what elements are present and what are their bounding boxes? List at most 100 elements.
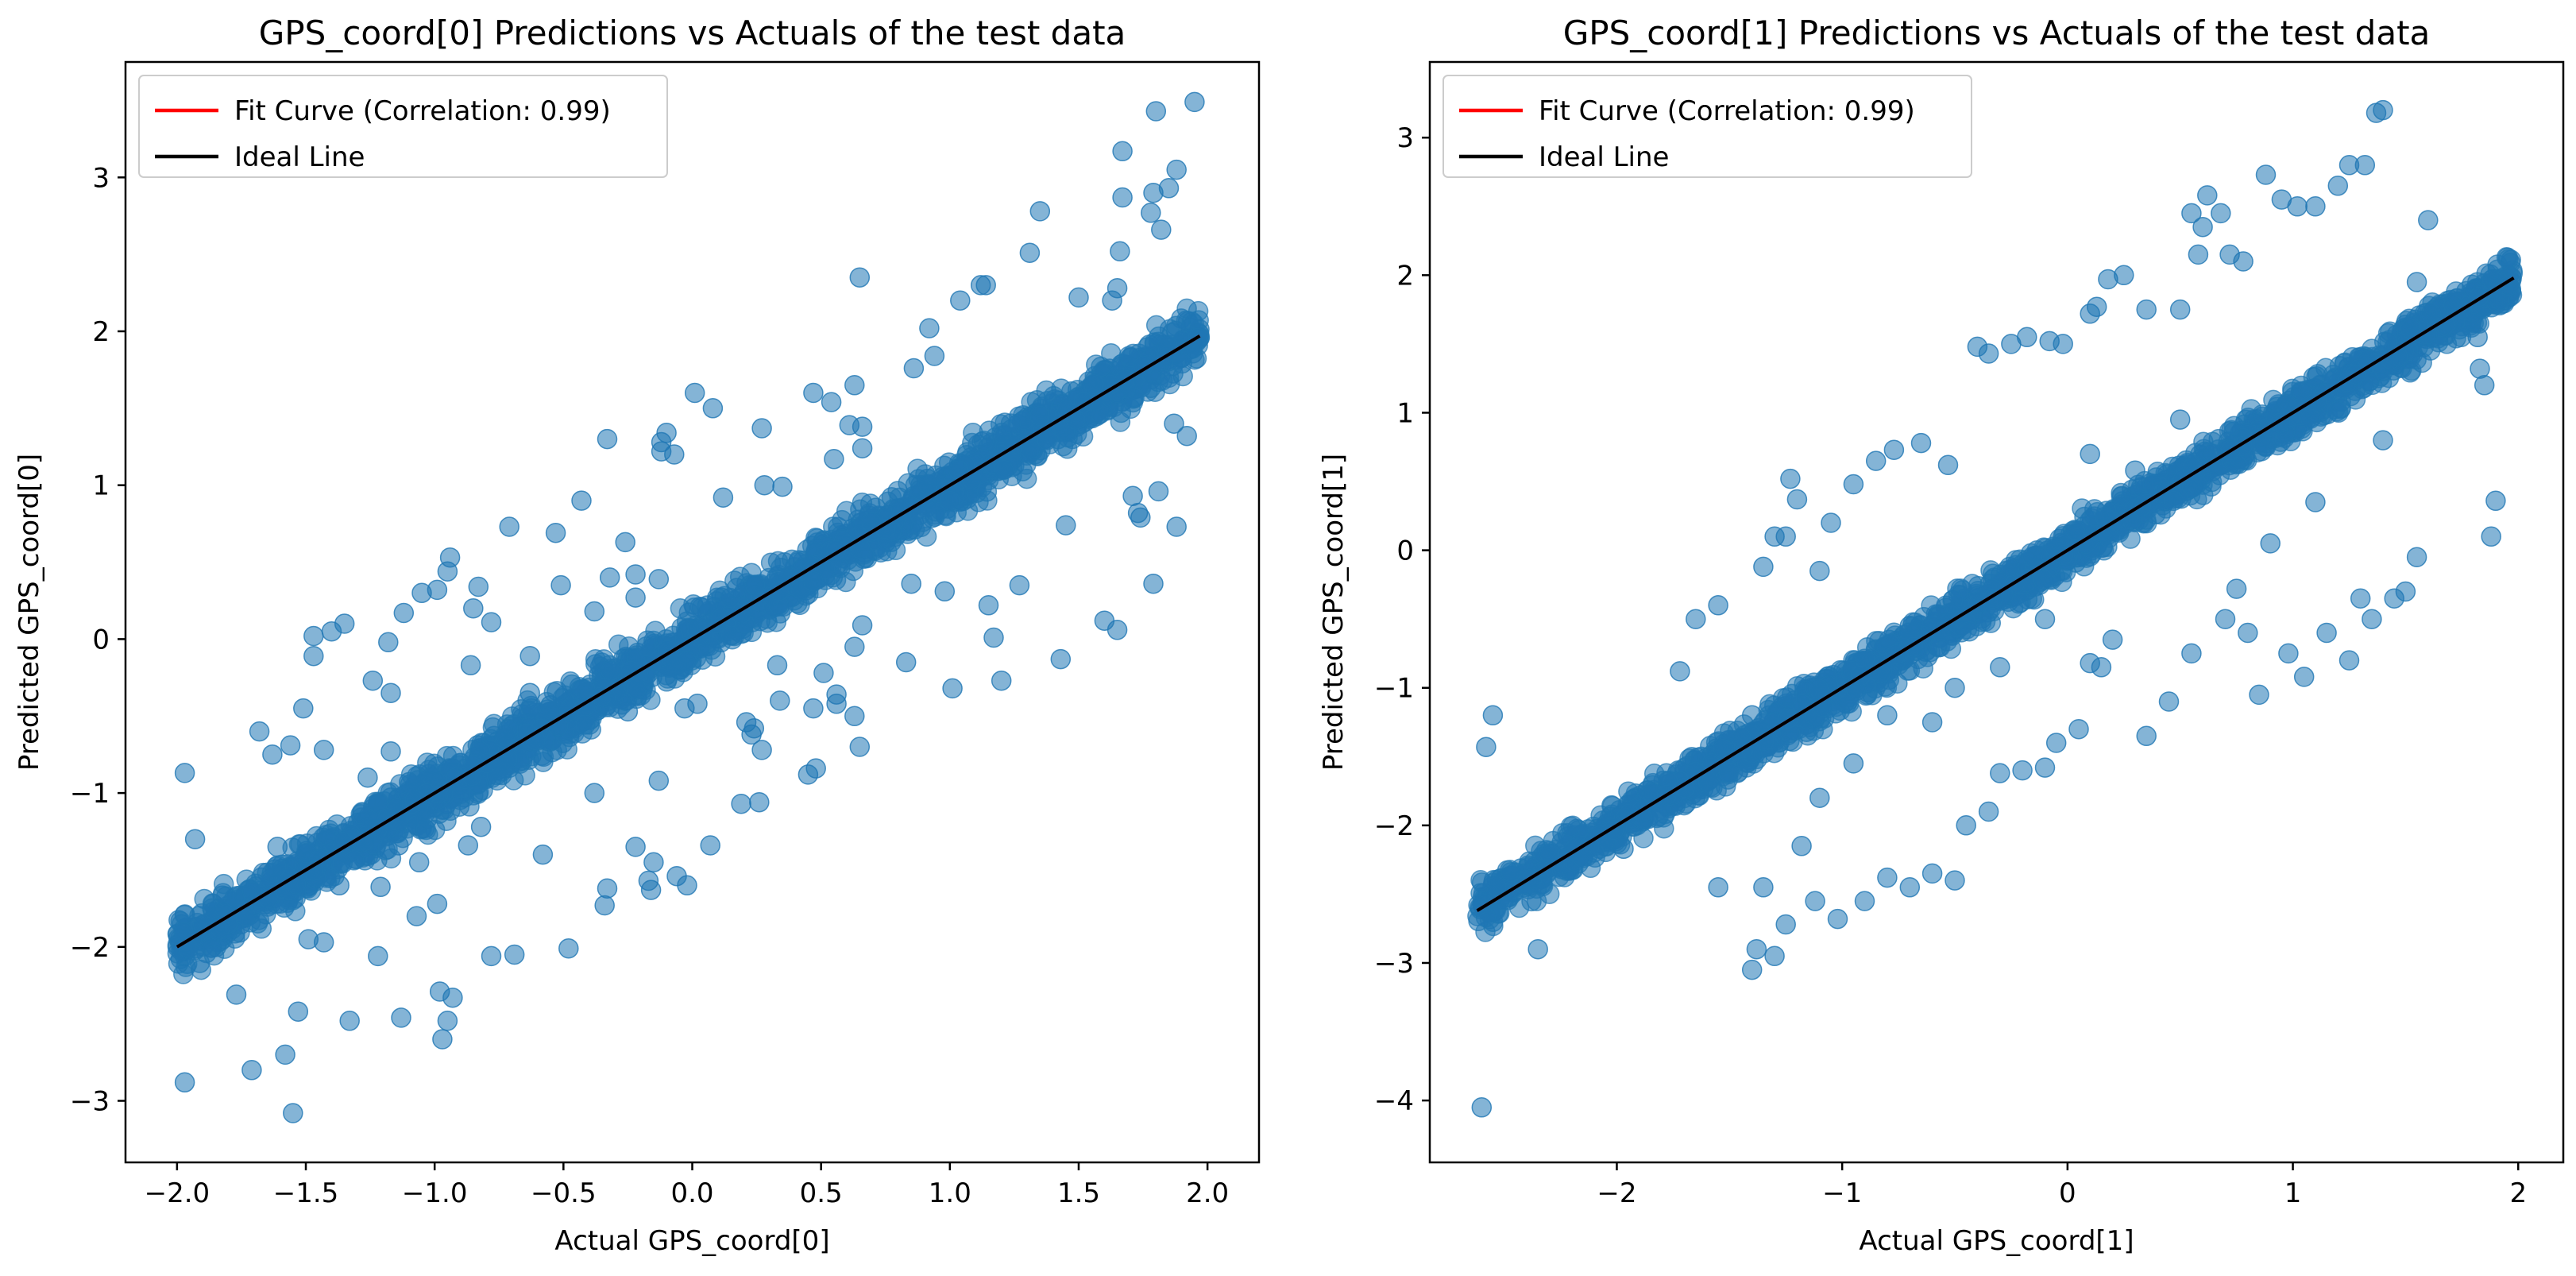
data-point [406,906,427,926]
data-point [191,959,211,980]
data-point [940,490,960,512]
data-point [2489,289,2510,311]
data-point [2033,569,2054,590]
data-point [2181,643,2202,664]
data-point [1775,914,1796,935]
y-tick-label: −1 [1374,673,1414,705]
data-point [813,663,834,683]
data-point [532,844,554,865]
data-point [1112,187,1133,208]
data-point [597,428,618,450]
data-point [1188,310,1209,331]
data-point [1112,141,1133,162]
data-point [1877,705,1898,726]
chart-right: GPS_coord[1] Predictions vs Actuals of t… [1318,14,2565,1257]
data-point [625,837,646,857]
data-point [575,714,596,735]
data-point [380,741,401,762]
data-point [895,652,917,673]
data-point [280,735,301,756]
y-tick-label: −3 [1374,948,1414,980]
data-point [173,964,194,984]
data-point [976,481,998,502]
data-point [1978,343,1999,364]
data-point [1809,560,1830,582]
x-axis-label: Actual GPS_coord[0] [554,1225,829,1257]
data-point [2485,490,2506,512]
data-point [2354,155,2376,176]
data-point [329,875,350,896]
data-point [470,816,492,837]
data-point [1753,877,1774,898]
data-point [677,875,697,896]
data-point [293,698,314,719]
data-point [1145,315,1167,336]
data-point [184,829,206,849]
data-point [458,835,479,856]
data-point [275,1044,295,1065]
data-point [408,852,430,873]
legend-fit-curve-label: Fit Curve (Correlation: 0.99) [1539,95,1915,127]
data-point [2255,164,2277,185]
data-point [844,375,865,396]
data-point [2068,718,2089,740]
data-point [844,636,865,657]
data-point [648,569,670,590]
data-point [2197,185,2218,206]
data-point [1172,353,1193,374]
data-point [2481,269,2503,290]
data-point [481,945,502,967]
data-point [1176,425,1197,447]
data-point [1808,679,1829,699]
data-point [1539,843,1560,864]
data-point [821,392,842,412]
x-tick-label: 2.0 [1186,1177,1229,1209]
data-point [1184,91,1205,113]
data-point [1482,705,1504,726]
data-point [2053,334,2073,354]
data-point [449,796,470,817]
data-point [1166,516,1187,537]
data-point [2362,609,2382,629]
data-point [2080,652,2100,674]
data-point [174,1072,195,1093]
data-point [597,878,618,899]
data-point [368,945,388,967]
data-point [1821,512,1841,533]
data-point [617,701,639,722]
data-point [2292,381,2313,402]
data-point [2467,327,2488,348]
data-point [267,837,288,857]
x-tick-label: −1.5 [273,1177,339,1209]
x-tick-label: 1.0 [929,1177,971,1209]
data-point [2114,265,2134,286]
legend-fit-curve-label: Fit Curve (Correlation: 0.99) [234,95,611,127]
scatter-layer [167,91,1211,1123]
data-point [885,539,906,561]
data-point [1708,877,1728,898]
data-point [303,625,324,647]
x-tick-label: 0.0 [670,1177,713,1209]
data-point [2418,210,2439,230]
legend-box [1442,75,1972,178]
data-point [2384,588,2404,609]
data-point [770,690,790,711]
data-point [2186,474,2207,495]
x-tick-label: 1.5 [1057,1177,1100,1209]
y-tick-label: 2 [1396,260,1414,292]
data-point [1999,556,2020,578]
data-point [584,783,605,803]
data-point [1746,938,1767,960]
data-point [493,758,515,779]
data-point [2226,578,2247,599]
data-point [700,835,720,856]
scatter-layer [1467,99,2524,1118]
data-point [625,587,646,608]
data-point [844,706,865,727]
data-point [391,1007,411,1028]
data-point [1945,870,1965,891]
data-point [643,852,664,873]
data-point [684,382,705,404]
data-point [388,835,409,856]
data-point [751,418,772,439]
